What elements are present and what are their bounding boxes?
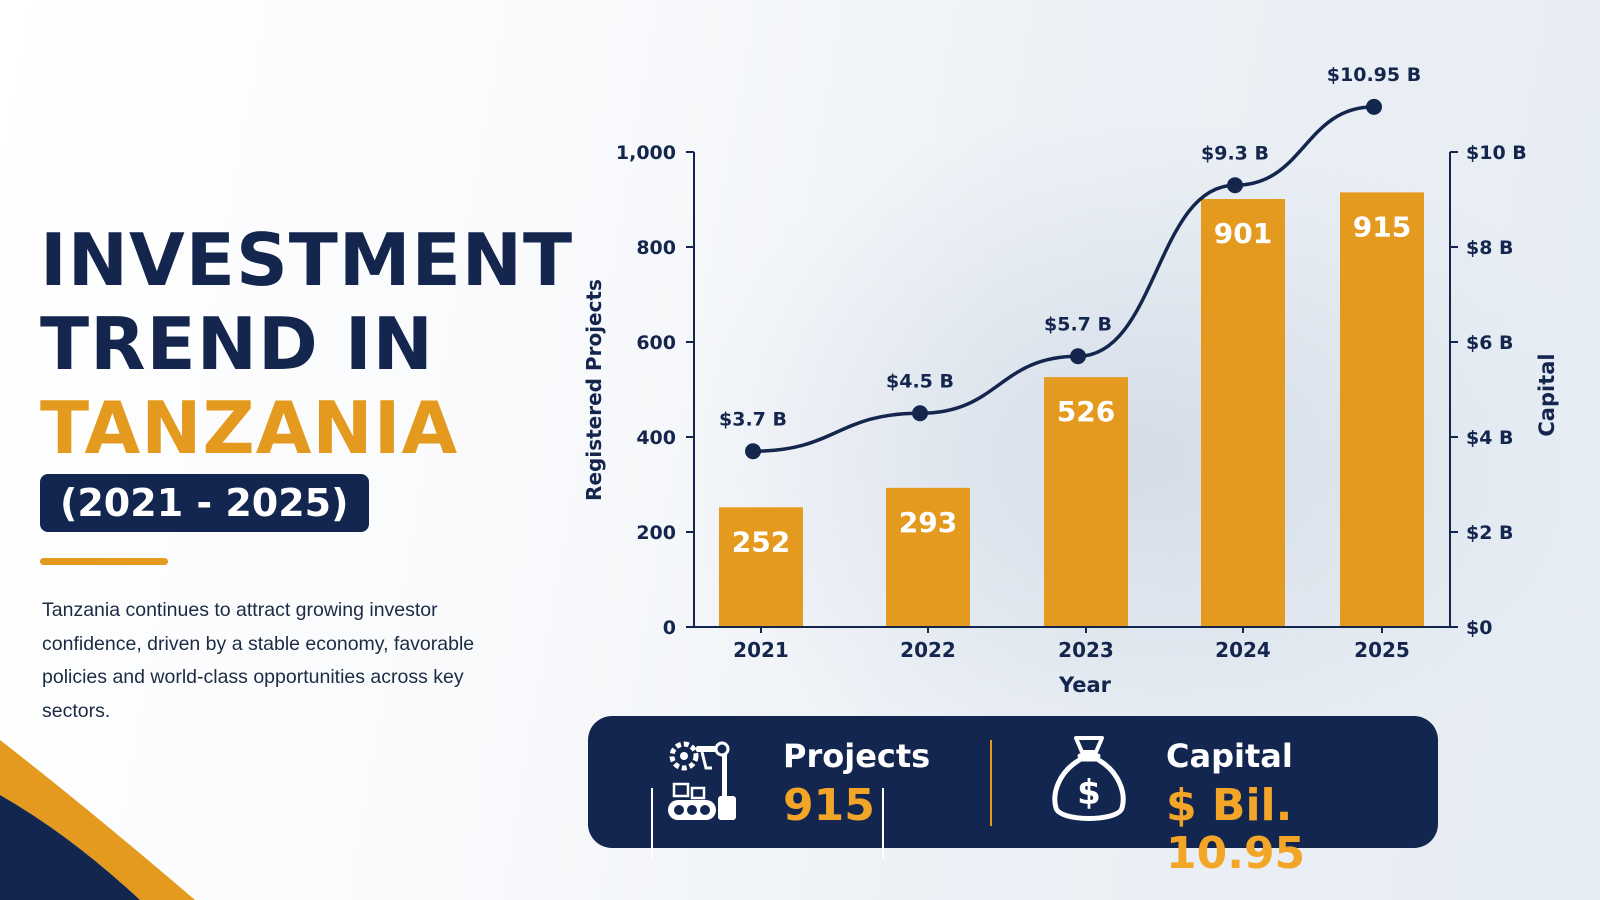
corner-swoosh-decoration — [0, 740, 195, 900]
capital-point — [745, 443, 761, 460]
y-axis-title: Registered Projects — [582, 279, 606, 501]
description-text: Tanzania continues to attract growing in… — [42, 599, 475, 722]
title-line-3: TANZANIA — [40, 386, 459, 470]
y2-tick-label: $8 B — [1466, 237, 1514, 259]
bar-value-label: 915 — [1353, 210, 1411, 243]
title-line-2: TREND IN — [40, 302, 434, 386]
capital-value-label: $10.95 B — [1327, 64, 1421, 86]
x-tick-label: 2021 — [733, 638, 789, 662]
capital-value-label: $4.5 B — [886, 370, 954, 392]
year-range-badge: (2021 - 2025) — [40, 474, 369, 532]
y2-tick-label: $2 B — [1466, 522, 1514, 544]
x-tick-label: 2022 — [900, 638, 956, 662]
projects-value: 915 — [783, 780, 875, 831]
capital-value-label: $3.7 B — [719, 408, 787, 430]
line-layer: $3.7 B $4.5 B $5.7 B $9.3 B $10.95 B — [719, 64, 1421, 460]
bar-value-label: 252 — [732, 525, 790, 558]
capital-line — [752, 105, 1375, 453]
bar-value-label: 901 — [1214, 217, 1272, 250]
y2-tick-label: $6 B — [1466, 332, 1514, 354]
y-tick-label: 200 — [636, 522, 676, 544]
x-axis-title: Year — [1058, 673, 1112, 697]
bar — [719, 507, 803, 627]
page-title: INVESTMENT TREND IN TANZANIA — [40, 218, 573, 470]
bar — [1044, 377, 1128, 627]
y2-axis-title: Capital — [1535, 353, 1559, 436]
y2-tick-label: $4 B — [1466, 427, 1514, 449]
accent-divider — [40, 558, 168, 565]
factory-robot-icon — [668, 741, 736, 820]
y-tick-label: 600 — [636, 332, 676, 354]
capital-point — [912, 405, 928, 422]
bar — [886, 487, 970, 627]
bar — [1201, 199, 1285, 627]
y-tick-label: 1,000 — [616, 142, 676, 164]
axes-layer: 0 200 400 600 800 1,000 $0 $2 B $4 B $6 B $8 B $10 … — [616, 142, 1527, 662]
svg-text:$: $ — [1077, 773, 1101, 813]
capital-label: Capital — [1166, 737, 1293, 775]
background-port-image — [700, 130, 1580, 730]
x-tick-label: 2023 — [1058, 638, 1114, 662]
bar-value-label: 526 — [1057, 395, 1115, 428]
bar — [1340, 192, 1424, 627]
bar-value-label: 293 — [899, 506, 957, 539]
divider-tick-right — [882, 788, 884, 858]
money-bag-icon: $ — [1052, 736, 1126, 821]
capital-point — [1070, 348, 1086, 365]
y-tick-label: 400 — [636, 427, 676, 449]
divider-tick-left — [651, 788, 653, 858]
capital-value-label: $5.7 B — [1044, 313, 1112, 335]
capital-point — [1366, 98, 1382, 115]
y2-tick-label: $10 B — [1466, 142, 1527, 164]
bars-layer: 252 293 526 901 915 — [719, 192, 1424, 627]
summary-stats-panel: Projects 915 $ Capital $ Bil. 10.95 — [588, 716, 1438, 878]
title-line-1: INVESTMENT — [40, 218, 574, 302]
y-tick-label: 800 — [636, 237, 676, 259]
capital-value: $ Bil. 10.95 — [1166, 780, 1306, 879]
stats-divider — [990, 740, 992, 826]
capital-point — [1227, 177, 1243, 194]
projects-label: Projects — [783, 737, 931, 775]
y2-tick-label: $0 — [1466, 617, 1492, 639]
y-tick-label: 0 — [663, 617, 676, 639]
x-tick-label: 2025 — [1354, 638, 1410, 662]
capital-value-label: $9.3 B — [1201, 142, 1269, 164]
x-tick-label: 2024 — [1215, 638, 1271, 662]
